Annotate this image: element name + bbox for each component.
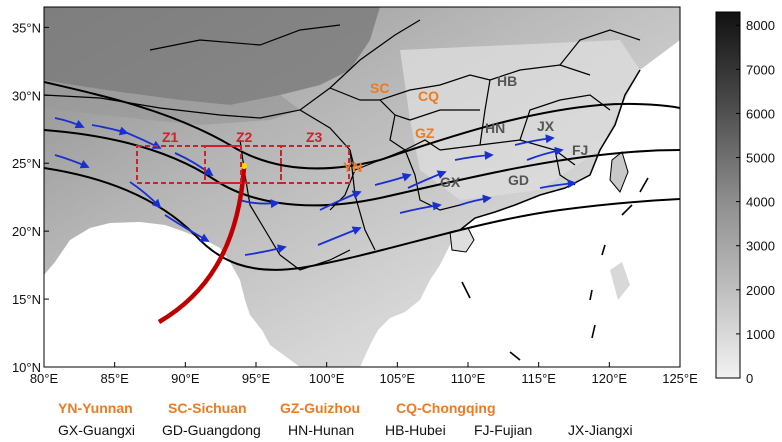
lon-tick-label: 95°E	[242, 371, 271, 386]
elevation-colorbar	[715, 11, 741, 379]
zone-box-z1	[136, 145, 242, 184]
lat-tick-label: 30°N	[12, 88, 41, 103]
zone-boxes	[136, 145, 350, 184]
longitude-axis: 80°E 85°E 90°E 95°E 100°E 105°E 110°E 115°E 120°…	[30, 362, 698, 386]
province-label-fj: FJ	[572, 142, 588, 158]
province-label-hn: HN	[485, 120, 505, 136]
province-label-gz: GZ	[415, 125, 435, 141]
province-label-sc: SC	[370, 80, 389, 96]
lon-tick-label: 125°E	[662, 371, 698, 386]
province-label-cq: CQ	[418, 88, 439, 104]
colorbar-ticks: 8000 7000 6000 5000 4000 3000 2000 1000 0	[736, 18, 775, 386]
legend-item-sichuan: SC-Sichuan	[168, 400, 247, 416]
lon-tick-label: 110°E	[451, 371, 486, 386]
legend-item-hunan: HN-Hunan	[288, 422, 355, 438]
legend-item-yunnan: YN-Yunnan	[58, 400, 133, 416]
colorbar-tick-label: 5000	[746, 151, 775, 166]
lon-tick-label: 80°E	[30, 371, 59, 386]
lat-tick-label: 15°N	[12, 292, 41, 307]
flow-arrows	[54, 117, 577, 256]
province-label-jx: JX	[537, 118, 555, 134]
legend-item-guangdong: GD-Guangdong	[162, 422, 261, 438]
lat-tick-label: 35°N	[12, 20, 41, 35]
zone-label-z1: Z1	[162, 129, 179, 145]
lon-tick-label: 85°E	[100, 371, 129, 386]
lon-tick-label: 100°E	[309, 371, 345, 386]
lat-tick-label: 10°N	[12, 360, 41, 375]
legend-item-guangxi: GX-Guangxi	[58, 422, 136, 438]
colorbar-tick-label: 8000	[746, 18, 775, 33]
origin-point	[241, 163, 247, 169]
legend-item-jiangxi: JX-Jiangxi	[568, 422, 633, 438]
map-frame	[43, 6, 681, 368]
lon-tick-label: 115°E	[521, 371, 556, 386]
legend-row-highlighted: YN-Yunnan SC-Sichuan GZ-Guizhou CQ-Chong…	[0, 400, 782, 420]
zone-label-z2: Z2	[236, 129, 253, 145]
legend-item-chongqing: CQ-Chongqing	[396, 400, 496, 416]
colorbar-tick-label: 2000	[746, 283, 775, 298]
province-label-yn: YN	[343, 159, 362, 175]
colorbar-tick-label: 3000	[746, 239, 775, 254]
land-terrain	[44, 7, 680, 367]
province-legend: YN-Yunnan SC-Sichuan GZ-Guizhou CQ-Chong…	[0, 398, 782, 442]
colorbar-tick-label: 4000	[746, 195, 775, 210]
zone-box-z3	[280, 145, 350, 184]
colorbar-tick-label: 7000	[746, 62, 775, 77]
lat-tick-label: 25°N	[12, 156, 41, 171]
colorbar-tick-label: 6000	[746, 106, 775, 121]
lon-tick-label: 90°E	[171, 371, 200, 386]
latitude-axis: 10°N 15°N 20°N 25°N 30°N 35°N	[12, 20, 49, 375]
colorbar-tick-label: 1000	[746, 327, 775, 342]
legend-row-other: GX-Guangxi GD-Guangdong HN-Hunan HB-Hube…	[0, 422, 782, 442]
province-label-gd: GD	[508, 172, 529, 188]
province-label-hb: HB	[497, 73, 517, 89]
legend-item-fujian: FJ-Fujian	[474, 422, 533, 438]
province-label-gx: GX	[440, 174, 461, 190]
legend-item-hubei: HB-Hubei	[385, 422, 446, 438]
red-trajectory-curve	[157, 167, 247, 324]
map-figure: Z1 Z2 Z3 SC CQ GZ YN HB HN JX FJ GX GD 8…	[12, 6, 775, 386]
coastline	[459, 69, 641, 231]
zone-label-z3: Z3	[306, 129, 323, 145]
colorbar-tick-label: 0	[746, 371, 753, 386]
sea-boundary-marks	[461, 177, 649, 361]
lon-tick-label: 120°E	[592, 371, 628, 386]
lon-tick-label: 105°E	[380, 371, 416, 386]
legend-item-guizhou: GZ-Guizhou	[280, 400, 361, 416]
lat-tick-label: 20°N	[12, 224, 41, 239]
